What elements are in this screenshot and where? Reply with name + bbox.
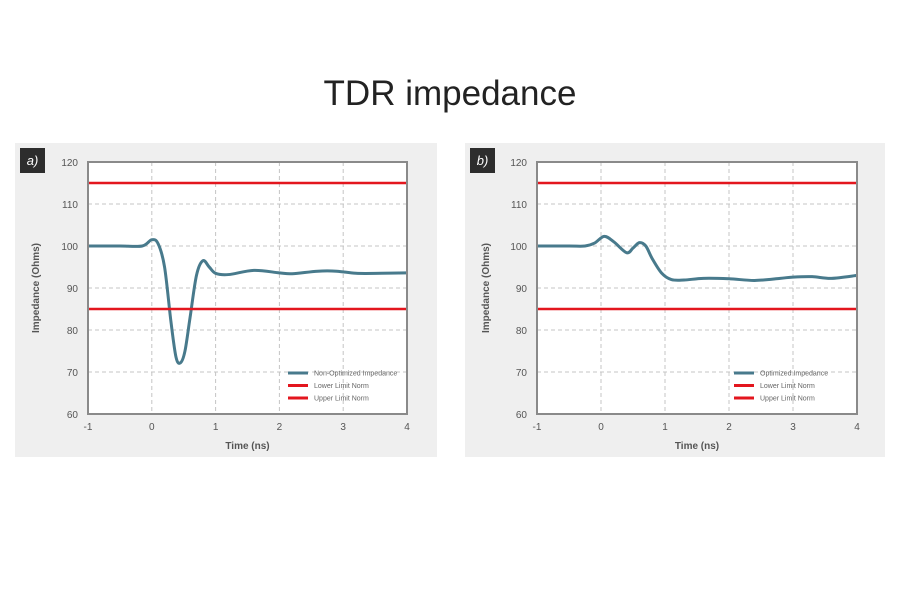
y-tick-label: 100 — [510, 242, 527, 253]
x-tick-label: 3 — [340, 422, 346, 433]
x-tick-label: 4 — [854, 422, 860, 433]
y-tick-label: 70 — [67, 368, 79, 379]
panel-label-badge — [470, 148, 495, 173]
chart-panel-a: a) -1 0 1 2 3 4 60 70 80 90 100 110 120 Time (ns) Imped… — [15, 143, 437, 457]
legend-label: Optimized Impedance — [760, 371, 828, 378]
y-axis-label: Impedance (Ohms) — [481, 243, 492, 333]
chart-panel-b: b) -1 0 1 2 3 4 60 70 80 90 100 110 120 Time (ns) Imped… — [465, 143, 885, 457]
legend-label: Upper Limit Norm — [760, 396, 815, 403]
y-tick-label: 110 — [511, 200, 527, 211]
y-tick-label: 110 — [62, 200, 78, 211]
panel-label-badge — [20, 148, 45, 173]
x-tick-label: 1 — [213, 422, 219, 433]
x-tick-label: 0 — [149, 422, 155, 433]
y-tick-label: 90 — [67, 284, 79, 295]
x-axis-label: Time (ns) — [225, 441, 269, 452]
y-tick-label: 100 — [61, 242, 78, 253]
plot-frame — [536, 161, 858, 415]
x-axis-label: Time (ns) — [675, 441, 719, 452]
x-tick-label: -1 — [533, 422, 542, 433]
legend-label: Lower Limit Norm — [760, 383, 815, 390]
x-tick-label: 4 — [404, 422, 410, 433]
x-tick-label: 3 — [790, 422, 796, 433]
page-title: TDR impedance — [323, 74, 577, 113]
legend-label: Upper Limit Norm — [314, 396, 369, 403]
y-tick-label: 120 — [510, 158, 527, 169]
y-tick-label: 120 — [61, 158, 78, 169]
series-line-optimized-impedance — [536, 234, 858, 282]
x-tick-label: 1 — [662, 422, 668, 433]
x-tick-label: 0 — [598, 422, 604, 433]
y-tick-label: 90 — [516, 284, 528, 295]
legend-label: Non-Optimized Impedance — [314, 371, 397, 378]
plot-frame — [87, 161, 408, 415]
panel-label: a) — [27, 153, 39, 168]
plot-area — [88, 162, 407, 414]
y-tick-label: 80 — [516, 326, 528, 337]
y-tick-label: 80 — [67, 326, 79, 337]
panel-label: b) — [477, 153, 489, 168]
x-tick-label: 2 — [726, 422, 732, 433]
x-tick-label: 2 — [277, 422, 283, 433]
x-tick-label: -1 — [84, 422, 93, 433]
series-line-non-optimized-impedance — [87, 238, 408, 365]
legend-label: Lower Limit Norm — [314, 383, 369, 390]
y-tick-label: 60 — [67, 410, 79, 421]
y-axis-label: Impedance (Ohms) — [31, 243, 42, 333]
y-tick-label: 60 — [516, 410, 528, 421]
y-tick-label: 70 — [516, 368, 528, 379]
